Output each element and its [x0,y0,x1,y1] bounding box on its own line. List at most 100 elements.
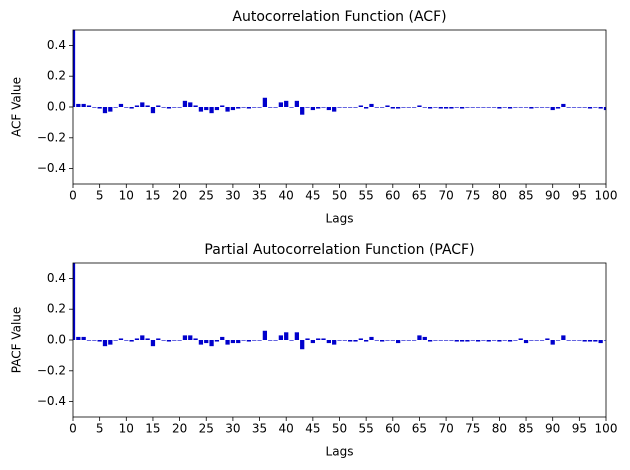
bar [497,340,502,342]
bar [459,340,465,342]
x-tick-label: 85 [518,189,533,203]
bar [523,340,529,344]
bar [449,340,454,341]
bar [475,340,481,342]
bar [571,340,577,341]
bar [427,340,433,342]
bar [81,336,86,340]
x-tick-label: 45 [305,422,320,436]
bar [481,107,486,108]
x-tick-label: 15 [145,189,160,203]
bar [182,100,188,107]
bar [204,340,209,344]
bar [326,107,331,111]
subplot: Partial Autocorrelation Function (PACF) 0… [10,242,618,459]
bar [161,340,166,341]
bar [316,107,321,109]
bar [193,338,198,340]
bar [177,340,182,341]
bar [273,107,278,108]
bar [108,340,113,345]
bar [401,340,406,341]
x-tick-label: 100 [595,422,618,436]
y-tick-label: 0.0 [47,333,66,347]
bar [124,340,129,341]
bar [92,340,97,341]
bar [364,340,369,342]
bar [236,107,241,109]
bar [486,107,491,108]
bar [198,107,204,112]
bar [449,107,454,109]
bar [380,340,385,342]
x-tick-label: 40 [279,422,294,436]
x-tick-label: 75 [465,189,480,203]
bar [582,107,587,108]
x-tick-label: 50 [332,189,347,203]
bar [374,340,379,341]
bar [395,107,401,109]
bar [369,103,374,107]
bar [209,340,214,347]
bar [113,340,118,341]
bar [534,340,539,341]
x-tick-label: 20 [172,422,187,436]
bar [422,107,427,108]
bar [230,340,236,344]
x-tick-label: 55 [359,422,374,436]
bar [252,107,257,108]
bar [561,335,566,340]
x-tick-label: 80 [492,422,507,436]
bar [252,340,257,341]
bar [358,338,363,340]
bar [326,340,331,344]
bar [550,107,555,111]
bar [225,340,230,345]
y-tick-label: −0.2 [37,363,66,377]
x-tick-label: 70 [438,189,453,203]
y-tick-label: −0.2 [37,130,66,144]
bar [603,107,606,111]
bar [587,107,593,109]
x-tick-label: 35 [252,422,267,436]
bar [289,340,294,341]
bar [465,340,470,342]
bar [300,107,305,115]
bar [411,340,417,341]
bar [198,340,204,345]
bar [342,340,347,341]
bar [193,105,198,107]
x-tick-label: 35 [252,189,267,203]
bar [364,107,369,109]
bar [188,102,193,107]
bar [337,107,342,108]
x-axis-label: Lags [326,445,354,459]
bar [587,340,593,342]
bar [300,340,305,350]
bar [593,340,598,342]
bar [246,107,252,109]
x-tick-label: 40 [279,189,294,203]
bar [81,103,86,107]
bar [321,338,326,340]
x-tick-label: 30 [225,422,240,436]
x-tick-label: 20 [172,189,187,203]
bar [507,340,513,342]
bar [513,340,518,341]
bar [390,107,395,109]
bar [603,340,606,341]
bar [129,107,134,109]
bar [172,340,177,341]
bar [348,340,353,342]
bar [502,340,507,341]
x-axis-label: Lags [326,212,354,226]
bar [129,340,134,342]
y-tick-label: 0.0 [47,100,66,114]
bar [545,107,550,108]
y-tick-label: 0.4 [47,38,66,52]
bar [545,338,550,340]
bar [395,340,401,344]
x-tick-label: 100 [595,189,618,203]
bar [150,107,156,114]
bar [443,107,449,109]
